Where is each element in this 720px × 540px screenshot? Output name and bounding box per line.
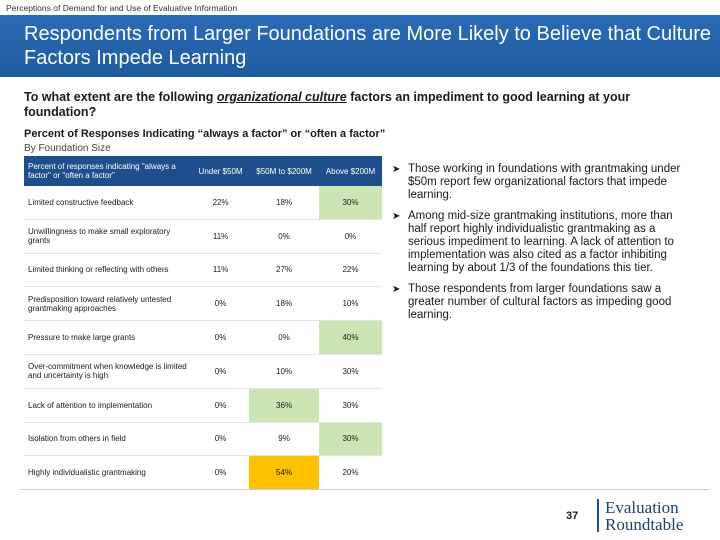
arrow-bullet-icon: ➤ bbox=[392, 211, 401, 222]
table-row: Pressure to make large grants 0% 0% 40% bbox=[24, 320, 382, 355]
value-cell: 0% bbox=[318, 219, 382, 254]
value-cell: 11% bbox=[192, 219, 250, 254]
factor-label: Highly individualistic grantmaking bbox=[24, 455, 192, 491]
key-findings: ➤ Those working in foundations with gran… bbox=[392, 163, 692, 330]
factor-label: Predisposition toward relatively unteste… bbox=[24, 286, 192, 322]
title-banner: Respondents from Larger Foundations are … bbox=[0, 15, 720, 77]
finding-bullet: ➤ Among mid-size grantmaking institution… bbox=[392, 210, 692, 275]
table-row: Over-commitment when knowledge is limite… bbox=[24, 354, 382, 389]
chart-subtitle: By Foundation Size bbox=[24, 143, 111, 154]
finding-text: Those working in foundations with grantm… bbox=[408, 163, 681, 201]
value-cell: 36% bbox=[249, 388, 319, 423]
evaluation-roundtable-logo: Evaluation Roundtable bbox=[597, 497, 707, 535]
factor-label: Pressure to make large grants bbox=[24, 320, 192, 355]
value-cell: 0% bbox=[249, 320, 319, 355]
factor-label: Lack of attention to implementation bbox=[24, 388, 192, 423]
factor-label: Unwillingness to make small exploratory … bbox=[24, 219, 192, 254]
value-cell: 22% bbox=[318, 253, 382, 288]
value-cell: 54% bbox=[249, 455, 319, 491]
factor-label: Isolation from others in field bbox=[24, 422, 192, 457]
column-header-under-50m: Under $50M bbox=[192, 156, 250, 186]
value-cell: 0% bbox=[192, 320, 250, 355]
value-cell: 9% bbox=[249, 422, 319, 457]
value-cell: 40% bbox=[318, 320, 382, 355]
column-header-50m-200m: $50M to $200M bbox=[249, 156, 319, 186]
table-body: Limited constructive feedback 22% 18% 30% Un… bbox=[24, 186, 382, 491]
finding-text: Among mid-size grantmaking institutions,… bbox=[408, 210, 674, 274]
value-cell: 0% bbox=[192, 354, 250, 389]
finding-bullet: ➤ Those working in foundations with gran… bbox=[392, 163, 692, 202]
footer-divider bbox=[20, 489, 710, 490]
table-row: Highly individualistic grantmaking 0% 54% 2… bbox=[24, 455, 382, 491]
value-cell: 30% bbox=[318, 186, 382, 220]
table-row: Lack of attention to implementation 0% 36%… bbox=[24, 388, 382, 423]
question-emphasis: organizational culture bbox=[216, 90, 347, 104]
value-cell: 30% bbox=[318, 388, 382, 423]
question-text-after: factors an impediment to good learning a… bbox=[24, 90, 631, 119]
value-cell: 18% bbox=[249, 286, 319, 322]
factor-label: Limited thinking or reflecting with othe… bbox=[24, 253, 192, 288]
value-cell: 11% bbox=[192, 253, 250, 288]
column-header-factor: Percent of responses indicating "always … bbox=[24, 156, 192, 186]
value-cell: 20% bbox=[318, 455, 382, 491]
table-row: Limited constructive feedback 22% 18% 30% bbox=[24, 186, 382, 220]
value-cell: 10% bbox=[249, 354, 319, 389]
value-cell: 22% bbox=[192, 186, 250, 220]
section-kicker: Perceptions of Demand for and Use of Eva… bbox=[6, 3, 238, 13]
value-cell: 0% bbox=[249, 219, 319, 254]
value-cell: 30% bbox=[318, 354, 382, 389]
value-cell: 27% bbox=[249, 253, 319, 288]
value-cell: 0% bbox=[192, 422, 250, 457]
chart-title: Percent of Responses Indicating “always … bbox=[24, 128, 386, 140]
finding-text: Those respondents from larger foundation… bbox=[408, 283, 672, 321]
value-cell: 18% bbox=[249, 186, 319, 220]
table-row: Isolation from others in field 0% 9% 30% bbox=[24, 422, 382, 457]
table-row: Unwillingness to make small exploratory … bbox=[24, 219, 382, 254]
factor-label: Over-commitment when knowledge is limite… bbox=[24, 354, 192, 389]
page-number: 37 bbox=[566, 510, 579, 522]
culture-factors-table: Percent of responses indicating "always … bbox=[24, 156, 382, 491]
finding-bullet: ➤ Those respondents from larger foundati… bbox=[392, 283, 692, 322]
value-cell: 0% bbox=[192, 388, 250, 423]
logo-line-1: Evaluation bbox=[605, 498, 679, 517]
column-header-above-200m: Above $200M bbox=[318, 156, 382, 186]
factor-label: Limited constructive feedback bbox=[24, 186, 192, 220]
table-header-row: Percent of responses indicating "always … bbox=[24, 156, 382, 186]
slide-title: Respondents from Larger Foundations are … bbox=[24, 23, 712, 69]
survey-question: To what extent are the following organiz… bbox=[24, 90, 704, 120]
arrow-bullet-icon: ➤ bbox=[392, 284, 401, 295]
table-row: Predisposition toward relatively unteste… bbox=[24, 286, 382, 322]
value-cell: 10% bbox=[318, 286, 382, 322]
logo-bar bbox=[597, 499, 599, 532]
arrow-bullet-icon: ➤ bbox=[392, 164, 401, 175]
value-cell: 0% bbox=[192, 286, 250, 322]
table-row: Limited thinking or reflecting with othe… bbox=[24, 253, 382, 288]
logo-line-2: Roundtable bbox=[605, 515, 684, 534]
value-cell: 0% bbox=[192, 455, 250, 491]
question-text-before: To what extent are the following bbox=[24, 90, 217, 104]
value-cell: 30% bbox=[318, 422, 382, 457]
